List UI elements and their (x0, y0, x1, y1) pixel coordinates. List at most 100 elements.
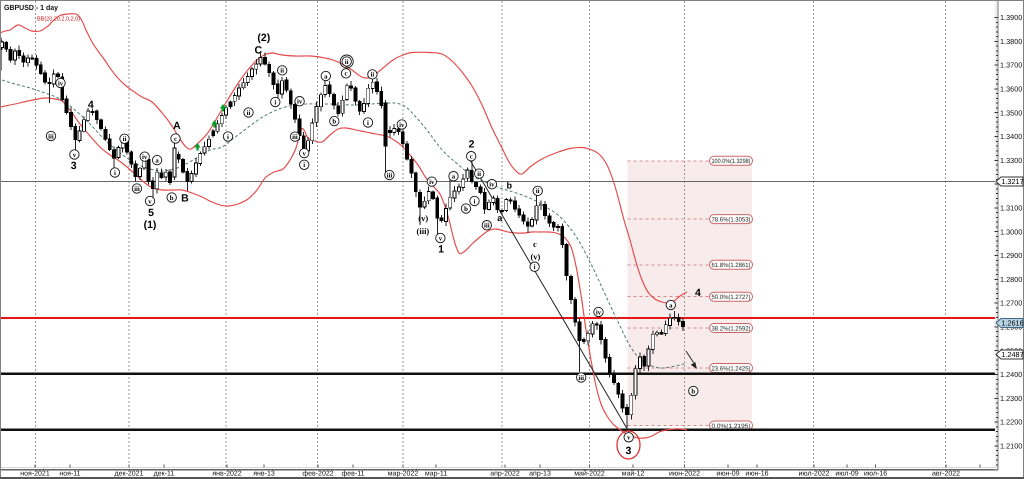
svg-text:100.0%(1.3298): 100.0%(1.3298) (712, 158, 751, 165)
svg-text:iv: iv (58, 80, 64, 87)
svg-text:1.3700: 1.3700 (1000, 61, 1022, 70)
svg-text:B: B (181, 193, 189, 205)
svg-text:1.2900: 1.2900 (1000, 251, 1022, 260)
svg-text:a: a (452, 174, 456, 181)
svg-text:май-12: май-12 (622, 470, 645, 478)
svg-text:1.2100: 1.2100 (1000, 442, 1022, 451)
svg-text:iii: iii (387, 172, 393, 179)
svg-text:iv: iv (399, 122, 405, 129)
svg-text:май-2022: май-2022 (574, 470, 605, 478)
svg-text:C: C (255, 44, 263, 56)
svg-text:a: a (155, 157, 159, 164)
svg-text:фев-2022: фев-2022 (302, 470, 333, 478)
svg-text:ii: ii (477, 171, 481, 178)
svg-text:4: 4 (88, 99, 94, 111)
svg-text:b: b (507, 181, 513, 191)
svg-text:v: v (439, 235, 443, 242)
svg-text:1.2487: 1.2487 (1001, 350, 1023, 359)
svg-text:iii: iii (48, 133, 54, 140)
svg-text:i: i (303, 162, 305, 169)
svg-text:50.0%(1.2727): 50.0%(1.2727) (712, 294, 751, 301)
svg-text:1.3100: 1.3100 (1000, 204, 1022, 213)
svg-text:июн-16: июн-16 (745, 471, 768, 478)
svg-text:iv: iv (142, 154, 148, 161)
svg-text:июл-16: июл-16 (864, 471, 887, 478)
svg-text:i: i (114, 170, 116, 177)
svg-text:ii: ii (123, 136, 127, 143)
svg-text:1.2800: 1.2800 (1000, 275, 1022, 284)
svg-text:1.3600: 1.3600 (1000, 85, 1022, 94)
svg-text:(v): (v) (530, 252, 540, 262)
svg-text:мар-11: мар-11 (425, 471, 447, 478)
svg-text:78.6%(1.3053): 78.6%(1.3053) (712, 216, 751, 223)
svg-text:iv: iv (596, 309, 602, 316)
svg-text:v: v (73, 152, 77, 159)
svg-text:38.2%(1.2592): 38.2%(1.2592) (712, 325, 751, 332)
svg-text:i: i (534, 264, 536, 271)
svg-text:апр-2022: апр-2022 (490, 471, 520, 478)
svg-text:b: b (691, 388, 695, 395)
svg-text:a: a (324, 73, 328, 80)
svg-text:1.2200: 1.2200 (1000, 418, 1022, 427)
svg-text:3: 3 (71, 160, 77, 172)
svg-text:мар-2022: мар-2022 (388, 471, 419, 478)
svg-text:(1): (1) (144, 219, 157, 231)
svg-text:июн-09: июн-09 (716, 471, 739, 478)
svg-text:июн-2022: июн-2022 (669, 471, 700, 478)
svg-text:1.3400: 1.3400 (1000, 132, 1022, 141)
svg-text:1: 1 (438, 244, 444, 256)
svg-text:дек-11: дек-11 (154, 471, 175, 478)
svg-text:61.8%(1.2861): 61.8%(1.2861) (712, 262, 751, 269)
svg-text:1.3000: 1.3000 (1000, 227, 1022, 236)
svg-text:(2): (2) (257, 32, 270, 44)
svg-text:a: a (497, 213, 503, 223)
svg-text:авг-2022: авг-2022 (932, 471, 960, 478)
svg-text:a: a (669, 302, 673, 309)
svg-text:iv: iv (489, 182, 495, 189)
svg-text:июл-2022: июл-2022 (799, 471, 830, 478)
svg-text:BB(20,20,2,0,2,0): BB(20,20,2,0,2,0) (37, 16, 80, 23)
svg-text:(v): (v) (418, 213, 428, 223)
svg-text:1.3500: 1.3500 (1000, 108, 1022, 117)
svg-text:i: i (474, 198, 476, 205)
svg-text:1.3300: 1.3300 (1000, 156, 1022, 165)
svg-text:c: c (470, 154, 473, 161)
svg-text:янв-2022: янв-2022 (212, 471, 241, 478)
svg-text:1.2300: 1.2300 (1000, 394, 1022, 403)
svg-text:iii: iii (134, 186, 140, 193)
svg-text:v: v (148, 198, 152, 205)
svg-text:ii: ii (536, 188, 540, 195)
svg-text:янв-13: янв-13 (253, 471, 275, 478)
svg-text:ноя-11: ноя-11 (59, 471, 80, 478)
svg-text:фев-11: фев-11 (342, 470, 365, 478)
svg-text:апр-13: апр-13 (529, 471, 551, 478)
svg-text:v: v (302, 150, 306, 157)
svg-text:ii: ii (371, 72, 375, 79)
svg-text:ii: ii (345, 59, 349, 66)
svg-text:iii: iii (484, 223, 490, 230)
svg-text:дек-2021: дек-2021 (115, 471, 144, 478)
svg-text:1.2700: 1.2700 (1000, 299, 1022, 308)
svg-text:1.2400: 1.2400 (1000, 370, 1022, 379)
svg-text:ii: ii (280, 68, 284, 75)
svg-text:3: 3 (625, 445, 631, 457)
svg-text:1.3217: 1.3217 (1001, 177, 1023, 186)
svg-text:23.6%(1.2425): 23.6%(1.2425) (712, 365, 751, 372)
svg-text:i: i (367, 120, 369, 127)
svg-text:1.2616: 1.2616 (1001, 319, 1023, 328)
svg-text:ii: ii (247, 110, 251, 117)
svg-text:b: b (170, 195, 174, 202)
svg-text:iv: iv (429, 179, 435, 186)
svg-text:c: c (174, 136, 177, 143)
svg-text:c: c (533, 239, 537, 249)
svg-text:1.3800: 1.3800 (1000, 37, 1022, 46)
svg-text:iv: iv (297, 99, 303, 106)
svg-text:2: 2 (469, 139, 475, 151)
svg-text:i: i (274, 99, 276, 106)
svg-text:0.0%(1.2195): 0.0%(1.2195) (712, 423, 751, 430)
svg-text:iii: iii (578, 375, 584, 382)
svg-text:iii: iii (292, 134, 298, 141)
svg-text:июл-09: июл-09 (835, 471, 858, 478)
svg-text:c: c (344, 71, 347, 78)
svg-text:4: 4 (695, 287, 701, 299)
